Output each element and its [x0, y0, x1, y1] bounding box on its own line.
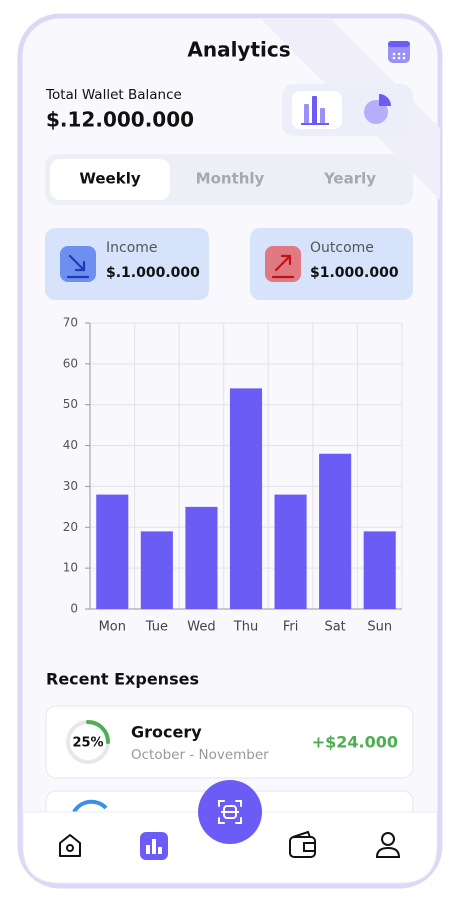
- y-tick-label: 20: [63, 520, 78, 534]
- wallet-tab[interactable]: [289, 830, 316, 858]
- pie-view-button[interactable]: [364, 94, 391, 124]
- y-tick-label: 40: [63, 438, 78, 452]
- y-tick-label: 0: [70, 602, 78, 616]
- progress-label: 25%: [72, 736, 103, 751]
- expense-amount: +$24.000: [312, 733, 398, 752]
- bar: [319, 453, 352, 609]
- x-tick-label: Wed: [187, 620, 215, 635]
- y-tick-label: 50: [63, 397, 78, 411]
- y-tick-label: 10: [63, 561, 78, 575]
- x-tick-label: Fri: [283, 620, 299, 635]
- home-tab[interactable]: [59, 834, 81, 857]
- bar: [96, 494, 129, 609]
- tab[interactable]: Weekly: [79, 170, 140, 188]
- income-amount: $.1.000.000: [106, 265, 200, 281]
- y-tick-label: 30: [63, 479, 78, 493]
- balance-value: $.12.000.000: [46, 108, 194, 132]
- section-title: Recent Expenses: [46, 670, 199, 689]
- expense-card[interactable]: [45, 705, 414, 779]
- bottom-nav: [22, 811, 438, 884]
- tab[interactable]: Monthly: [196, 170, 265, 188]
- expense-name: Grocery: [131, 723, 202, 742]
- scan-button[interactable]: [198, 780, 262, 844]
- x-tick-label: Sat: [324, 620, 345, 635]
- x-tick-label: Mon: [99, 620, 126, 635]
- balance-label: Total Wallet Balance: [45, 87, 182, 103]
- bar-chart: 0 10 20 30 40 50 60 70 Mon Tue Wed Thu Fri Sat Sun: [63, 316, 403, 635]
- analytics-tab[interactable]: [140, 832, 168, 860]
- income-label: Income: [106, 240, 158, 256]
- calendar-button[interactable]: [388, 41, 410, 63]
- bar: [274, 494, 307, 609]
- page-title: Analytics: [187, 38, 290, 62]
- bar: [185, 506, 218, 609]
- profile-tab[interactable]: [375, 832, 401, 858]
- y-tick-label: 60: [63, 356, 78, 370]
- bar: [363, 531, 396, 609]
- progress-arc: [86, 720, 110, 744]
- x-tick-label: Tue: [145, 620, 168, 635]
- bar-view-button[interactable]: [292, 91, 342, 129]
- outcome-arrow: [271, 254, 295, 279]
- outcome-label: Outcome: [310, 240, 374, 256]
- x-tick-label: Sun: [367, 620, 392, 635]
- bar: [140, 531, 173, 609]
- bar: [229, 388, 263, 609]
- tab[interactable]: Yearly: [323, 170, 376, 188]
- y-tick-label: 70: [63, 316, 78, 330]
- partial-arc: [72, 799, 108, 814]
- income-arrow: [66, 254, 90, 279]
- outcome-amount: $1.000.000: [310, 265, 399, 281]
- active-tab: [50, 159, 170, 200]
- x-tick-label: Thu: [233, 620, 258, 635]
- expense-period: October - November: [131, 747, 269, 763]
